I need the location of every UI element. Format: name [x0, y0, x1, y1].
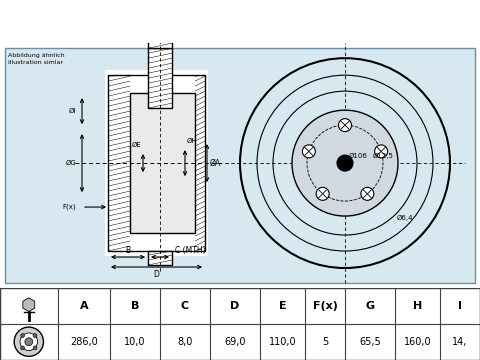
Text: ØH: ØH	[187, 138, 198, 144]
Text: 8,0: 8,0	[177, 337, 192, 347]
Circle shape	[338, 119, 351, 132]
Circle shape	[33, 334, 37, 337]
Circle shape	[20, 333, 37, 351]
Text: A: A	[80, 301, 88, 311]
Text: Ø6,4: Ø6,4	[397, 215, 413, 221]
Circle shape	[302, 145, 315, 158]
Bar	[105, 70, 208, 256]
Bar	[148, 251, 172, 265]
Text: 5: 5	[322, 337, 328, 347]
Text: Ate: Ate	[329, 164, 396, 198]
Text: G: G	[365, 301, 374, 311]
Bar	[108, 75, 205, 251]
Text: 69,0: 69,0	[224, 337, 246, 347]
Circle shape	[25, 338, 33, 346]
Text: ØI: ØI	[69, 108, 76, 114]
Circle shape	[316, 187, 329, 200]
Text: C: C	[181, 301, 189, 311]
Text: 24.0110-0274.1: 24.0110-0274.1	[66, 12, 251, 32]
Text: I: I	[458, 301, 462, 311]
Circle shape	[21, 346, 24, 350]
Text: F(x): F(x)	[62, 204, 76, 210]
Text: C (MTH): C (MTH)	[175, 246, 205, 255]
Text: illustration simlar: illustration simlar	[8, 60, 63, 65]
Text: 10,0: 10,0	[124, 337, 146, 347]
Circle shape	[375, 145, 388, 158]
Text: 410274: 410274	[292, 12, 380, 32]
Text: 160,0: 160,0	[404, 337, 432, 347]
Text: B: B	[131, 301, 139, 311]
Text: ØA: ØA	[210, 159, 221, 168]
Circle shape	[337, 155, 353, 171]
Text: 110,0: 110,0	[269, 337, 296, 347]
Circle shape	[292, 110, 398, 216]
Circle shape	[14, 327, 44, 356]
Text: 14,: 14,	[452, 337, 468, 347]
Text: D: D	[154, 270, 159, 279]
Text: D: D	[230, 301, 240, 311]
Text: 286,0: 286,0	[70, 337, 98, 347]
Circle shape	[33, 346, 37, 350]
Text: E: E	[279, 301, 286, 311]
Text: Ø106: Ø106	[349, 153, 368, 159]
Text: Abbildung ähnlich: Abbildung ähnlich	[8, 53, 65, 58]
Text: ØG: ØG	[65, 160, 76, 166]
Bar	[148, 34, 172, 48]
Text: Ø12,5: Ø12,5	[373, 153, 394, 159]
Bar	[148, 48, 172, 108]
Text: 65,5: 65,5	[359, 337, 381, 347]
Bar	[130, 93, 195, 233]
Text: F(x): F(x)	[312, 301, 337, 311]
Text: ØE: ØE	[131, 142, 141, 148]
Circle shape	[21, 334, 24, 337]
Text: B: B	[125, 246, 131, 255]
Circle shape	[361, 187, 374, 200]
Text: H: H	[413, 301, 422, 311]
